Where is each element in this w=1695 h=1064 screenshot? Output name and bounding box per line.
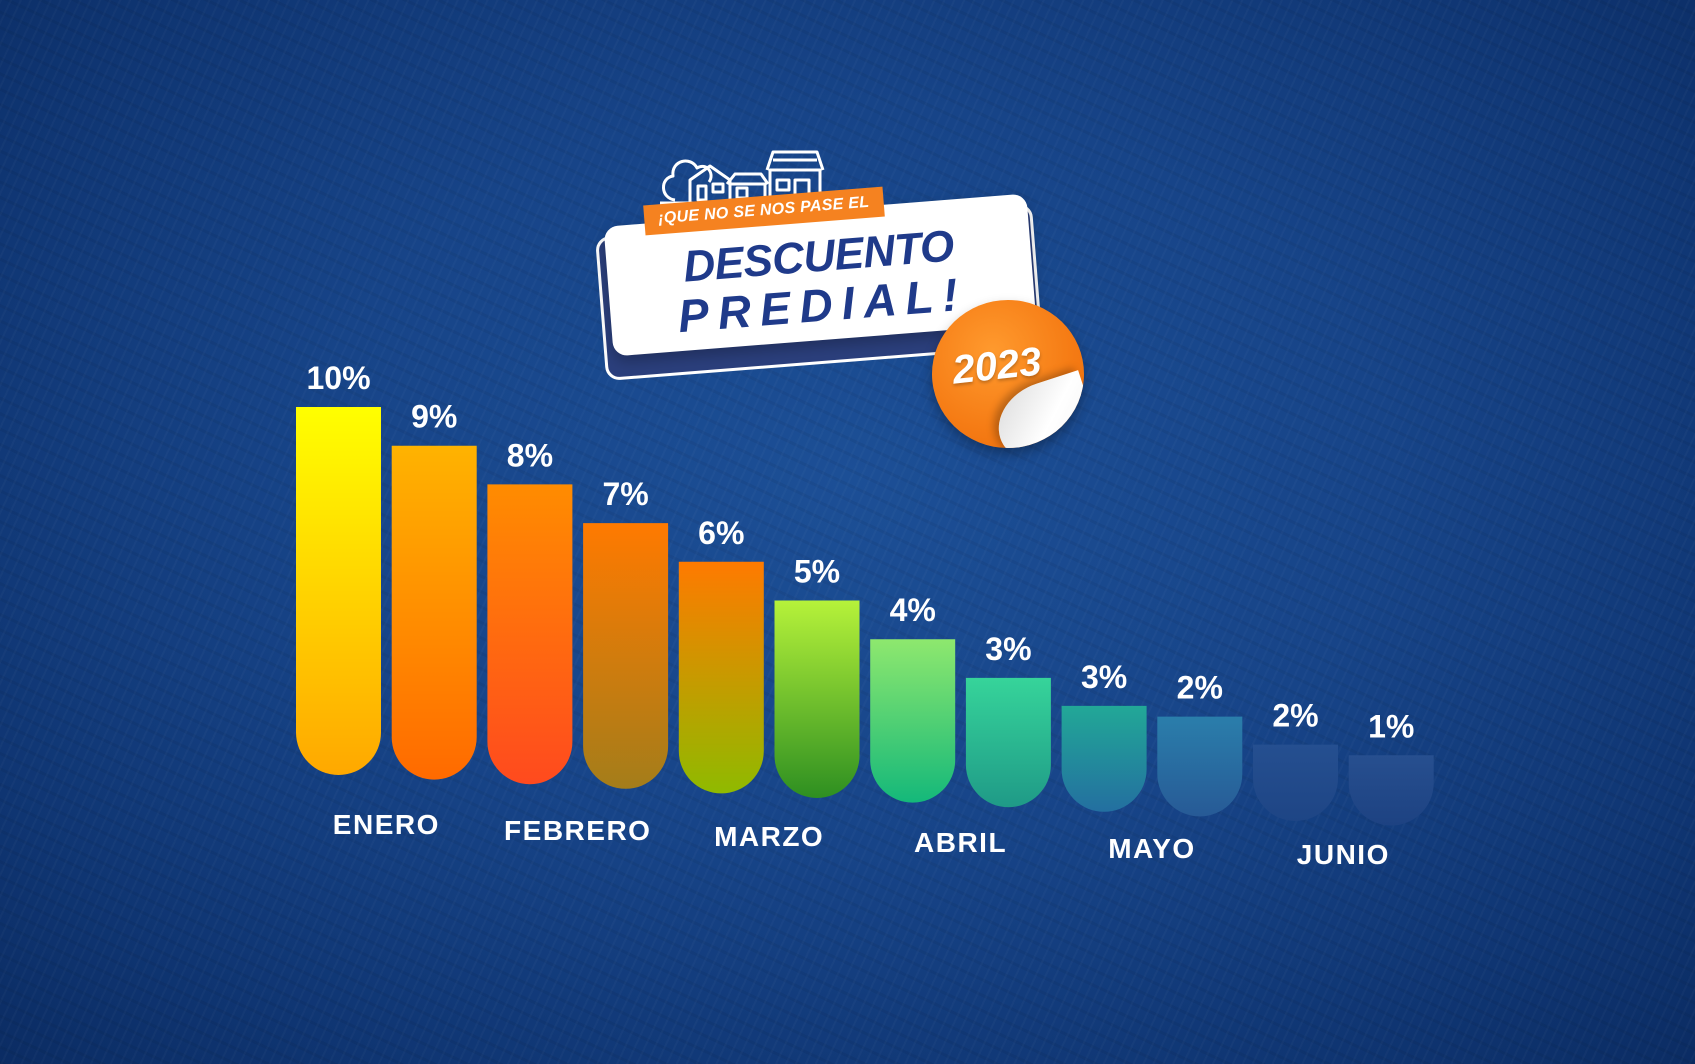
bar-6: [774, 600, 860, 798]
bar-value-label: 1%: [1368, 708, 1414, 744]
bar-8: [965, 677, 1051, 808]
month-label-febrero: FEBRERO: [504, 815, 651, 846]
campaign-logo: ¡QUE NO SE NOS PASE EL DESCUENTO PREDIAL…: [595, 140, 1100, 470]
bar-value-label: 7%: [602, 476, 648, 512]
bar-value-label: 3%: [1081, 659, 1127, 695]
bar-value-label: 2%: [1177, 670, 1223, 706]
year-sticker: 2023: [932, 300, 1084, 448]
bar-3: [487, 484, 573, 785]
bar-10: [1157, 716, 1243, 817]
bar-7: [870, 639, 956, 803]
month-label-marzo: MARZO: [714, 821, 824, 852]
value-labels-group: 10% 9% 8% 7% 6% 5% 4% 3% 3% 2% 2% 1%: [306, 360, 1414, 744]
month-label-abril: ABRIL: [914, 827, 1007, 858]
bar-value-label: 6%: [698, 515, 744, 551]
bar-9: [1061, 705, 1147, 812]
bars-group: [296, 407, 1434, 826]
bar-12: [1348, 755, 1434, 826]
bar-value-label: 8%: [507, 437, 553, 473]
bar-2: [391, 445, 477, 780]
bar-value-label: 2%: [1272, 698, 1318, 734]
month-labels-group: ENERO FEBRERO MARZO ABRIL MAYO JUNIO: [333, 809, 1390, 870]
month-label-enero: ENERO: [333, 809, 440, 840]
bar-value-label: 10%: [306, 360, 370, 396]
bar-1: [296, 407, 381, 775]
bar-value-label: 3%: [985, 631, 1031, 667]
bar-value-label: 4%: [890, 592, 936, 628]
bar-4: [583, 523, 669, 789]
month-label-mayo: MAYO: [1108, 833, 1195, 864]
bar-value-label: 5%: [794, 554, 840, 590]
bar-11: [1253, 744, 1338, 822]
month-label-junio: JUNIO: [1297, 839, 1390, 870]
bar-value-label: 9%: [411, 399, 457, 435]
bar-5: [678, 561, 764, 794]
